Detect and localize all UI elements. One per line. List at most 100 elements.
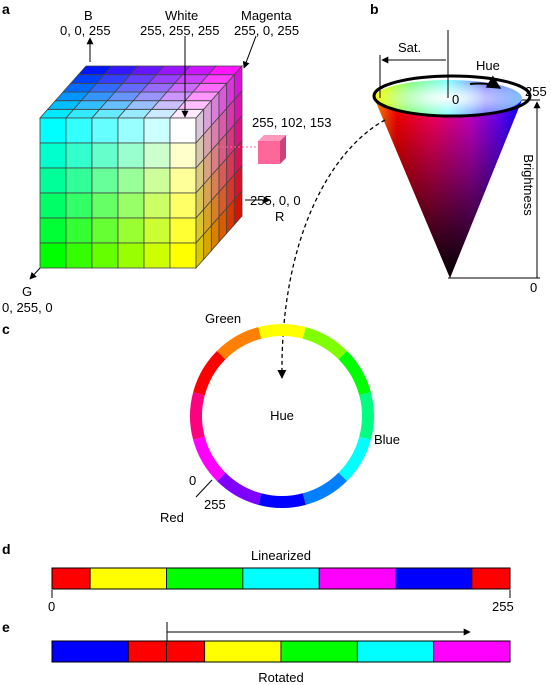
cube-front-cell [143, 242, 171, 269]
color-segment [395, 567, 473, 590]
hue-wheel-segment [190, 392, 205, 440]
panel-label-c: c [2, 321, 10, 337]
cube-front-cell [169, 192, 197, 219]
color-segment [89, 567, 167, 590]
bar-outline [51, 640, 511, 663]
color-segment [51, 640, 129, 663]
wheel-max-value: 255 [204, 497, 226, 512]
color-segment [242, 567, 320, 590]
cube-front-cell [143, 142, 171, 169]
white-value: 255, 255, 255 [140, 23, 220, 38]
cube-front-cell [65, 217, 93, 244]
linearized-bar [51, 567, 511, 590]
color-segment [127, 640, 167, 663]
color-segment [166, 567, 244, 590]
cube-front-cell [169, 142, 197, 169]
white-label: White [165, 8, 198, 23]
cube-front-cell [117, 192, 145, 219]
color-segment [166, 640, 206, 663]
green-label: Green [205, 311, 241, 326]
cube-front-cell [143, 217, 171, 244]
cube-side-cell [233, 189, 243, 226]
cone-min-value: 0 [530, 280, 537, 295]
cube-front-cell [65, 242, 93, 269]
color-segment [318, 567, 396, 590]
cube-front-cell [39, 217, 67, 244]
cube-front-cell [91, 217, 119, 244]
panel-label-e: e [2, 619, 10, 635]
cube-front-cell [117, 142, 145, 169]
hue-wheel-segment [302, 327, 348, 360]
r-axis-value: 255, 0, 0 [250, 193, 301, 208]
brightness-label: Brightness [521, 154, 536, 216]
sample-cube-top [258, 135, 286, 141]
hue-wheel-segment [216, 327, 262, 360]
cube-front-cell [39, 117, 67, 144]
bar-outline [51, 567, 511, 590]
hue-label: Hue [476, 58, 500, 73]
color-segment [280, 640, 358, 663]
cone-shading [375, 100, 522, 278]
hue-arrow [469, 75, 502, 89]
cube-front-cell [117, 217, 145, 244]
g-axis-label: G [22, 284, 32, 299]
cube-front-cell [91, 117, 119, 144]
cube-front-cell [117, 167, 145, 194]
color-segment [471, 567, 511, 590]
hsv-cone [372, 30, 541, 279]
magenta-label: Magenta [241, 8, 292, 23]
magenta-value: 255, 0, 255 [234, 23, 299, 38]
cone-to-wheel-arrow [277, 119, 386, 379]
b-axis-label: B [84, 8, 93, 23]
cube-front-cell [169, 117, 197, 144]
cube-front-cell [117, 242, 145, 269]
cube-front-cell [39, 142, 67, 169]
cube-front-cell [91, 192, 119, 219]
panel-label-d: d [2, 541, 11, 557]
cube-front-cell [91, 167, 119, 194]
r-axis-label: R [275, 209, 284, 224]
wheel-center-label: Hue [270, 408, 294, 423]
cube-front-cell [117, 117, 145, 144]
color-segment [433, 640, 511, 663]
cube-front-cell [39, 242, 67, 269]
blue-label: Blue [374, 432, 400, 447]
g-axis-arrow [29, 267, 41, 280]
hue-wheel-segment [258, 324, 306, 339]
rotated-bar [51, 640, 511, 663]
cube-front-cell [39, 192, 67, 219]
linearized-title: Linearized [251, 548, 311, 563]
cube-front-cell [143, 167, 171, 194]
sample-cube-front [258, 141, 280, 164]
wheel-boundary-tick [195, 479, 213, 498]
hue-wheel-segment [216, 472, 262, 505]
sample-cube-side [280, 135, 286, 164]
hue-wheel-segment [359, 392, 374, 440]
cube-front-cell [169, 167, 197, 194]
cube-front-cell [169, 217, 197, 244]
sample-color-cube [218, 135, 286, 164]
linear-start-value: 0 [48, 599, 55, 614]
hue-wheel [190, 324, 374, 508]
g-axis-value: 0, 255, 0 [2, 300, 53, 315]
cone-center-value: 0 [452, 92, 459, 107]
hue-ring [372, 74, 532, 118]
rotated-title: Rotated [258, 670, 304, 685]
color-segment [356, 640, 435, 663]
panel-label-b: b [370, 1, 379, 17]
color-segment [204, 640, 282, 663]
cube-side-face [195, 64, 243, 270]
hue-wheel-segment [258, 493, 306, 508]
rgb-cube [39, 64, 243, 270]
sat-label: Sat. [398, 40, 421, 55]
cube-front-cell [65, 117, 93, 144]
cube-front-cell [39, 167, 67, 194]
hue-wheel-segment [193, 436, 226, 482]
cube-front-cell [169, 242, 197, 269]
cube-front-cell [65, 192, 93, 219]
b-axis-value: 0, 0, 255 [60, 23, 111, 38]
color-segment [51, 567, 91, 590]
panel-label-a: a [2, 1, 10, 17]
hue-wheel-segment [193, 350, 226, 396]
